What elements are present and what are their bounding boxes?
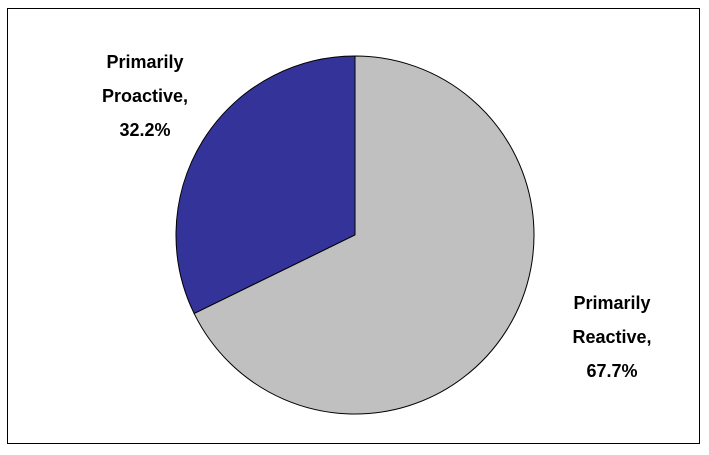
label-primarily-proactive-value: 32.2% — [119, 120, 170, 140]
label-primarily-reactive-line1: Primarily — [573, 293, 650, 313]
label-primarily-reactive-line2: Reactive, — [572, 327, 651, 347]
slice-primarily-reactive — [193, 55, 535, 415]
label-primarily-reactive-value: 67.7% — [586, 361, 637, 381]
label-primarily-proactive-line1: Primarily — [106, 52, 183, 72]
slice-primarily-proactive — [175, 55, 356, 315]
label-primarily-reactive: Primarily Reactive, 67.7% — [572, 293, 651, 381]
label-primarily-proactive: Primarily Proactive, 32.2% — [102, 52, 188, 140]
pie-slices — [175, 55, 535, 415]
label-primarily-proactive-line2: Proactive, — [102, 86, 188, 106]
